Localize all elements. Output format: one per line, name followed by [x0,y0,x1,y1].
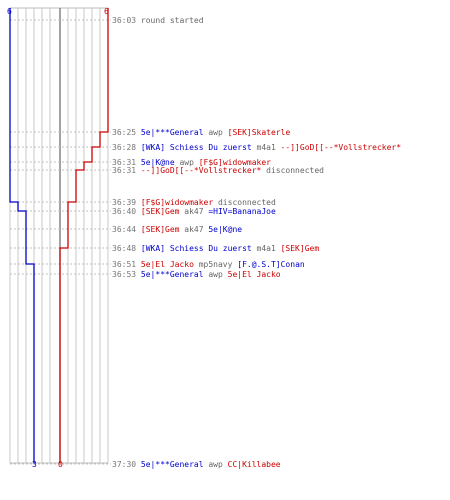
event-player: [SEK]Skaterle [227,128,291,137]
event-time: 36:44 [112,225,137,234]
event-row: 37:30 5e|***General awp CC|Killabee [112,460,281,469]
event-action: mp5navy [193,260,238,269]
event-time: 36:51 [112,260,137,269]
event-row: 36:40 [SEK]Gem ak47 =HIV=BananaJoe [112,207,276,216]
event-row: 36:51 5e|El Jacko mp5navy [F.@.S.T]Conan [112,260,305,269]
event-player: [SEK]Gem [140,207,180,216]
event-action: round started [140,16,204,25]
event-player: [SEK]Gem [140,225,180,234]
blue-team-line [9,8,35,463]
red-end-count: 0 [58,460,63,469]
event-action: awp [174,158,199,167]
red-team-line [59,8,109,463]
event-row: 36:44 [SEK]Gem ak47 5e|K@ne [112,225,242,234]
event-player: 5e|K@ne [208,225,243,234]
event-player: [F.@.S.T]Conan [237,260,305,269]
event-player: CC|Killabee [227,460,281,469]
event-row: 36:39 [F$G]widowmaker disconnected [112,198,276,207]
event-time: 36:28 [112,143,137,152]
event-time: 36:53 [112,270,137,279]
event-time: 36:48 [112,244,137,253]
event-player: 5e|***General [140,270,204,279]
event-player: [F$G]widowmaker [198,158,271,167]
event-player: 5e|***General [140,460,204,469]
event-action: awp [203,460,228,469]
event-player: 5e|El Jacko [227,270,281,279]
blue-start-count: 6 [7,7,12,16]
blue-end-count: 3 [32,460,37,469]
event-action: disconnected [213,198,276,207]
event-action: ak47 [179,225,209,234]
event-time: 36:39 [112,198,137,207]
event-time: 36:31 [112,166,137,175]
event-player: [WKA] Schiess Du zuerst [140,244,252,253]
event-action: awp [203,270,228,279]
event-time: 36:40 [112,207,137,216]
event-action: m4a1 [251,244,281,253]
event-row: 36:53 5e|***General awp 5e|El Jacko [112,270,281,279]
event-row: 36:28 [WKA] Schiess Du zuerst m4a1 --]]G… [112,143,401,152]
event-player: [SEK]Gem [280,244,320,253]
event-player: --]]GoD[[--*Vollstrecker* [280,143,402,152]
event-player: 5e|El Jacko [140,260,194,269]
event-player: =HIV=BananaJoe [208,207,276,216]
event-action: m4a1 [251,143,281,152]
event-player: [WKA] Schiess Du zuerst [140,143,252,152]
event-row: 36:03 round started [112,16,204,25]
event-action: ak47 [179,207,209,216]
event-time: 36:25 [112,128,137,137]
event-action: disconnected [261,166,324,175]
event-player: --]]GoD[[--*Vollstrecker* [140,166,262,175]
event-time: 36:31 [112,158,137,167]
event-time: 36:03 [112,16,137,25]
red-start-count: 6 [104,7,109,16]
event-row: 36:25 5e|***General awp [SEK]Skaterle [112,128,290,137]
event-row: 36:31 5e|K@ne awp [F$G]widowmaker [112,158,271,167]
event-player: 5e|***General [140,128,204,137]
event-row: 36:48 [WKA] Schiess Du zuerst m4a1 [SEK]… [112,244,319,253]
graph-frame [9,7,109,464]
event-player: 5e|K@ne [140,158,175,167]
event-row: 36:31 --]]GoD[[--*Vollstrecker* disconne… [112,166,324,175]
event-action: awp [203,128,228,137]
event-player: [F$G]widowmaker [140,198,214,207]
event-time: 37:30 [112,460,137,469]
